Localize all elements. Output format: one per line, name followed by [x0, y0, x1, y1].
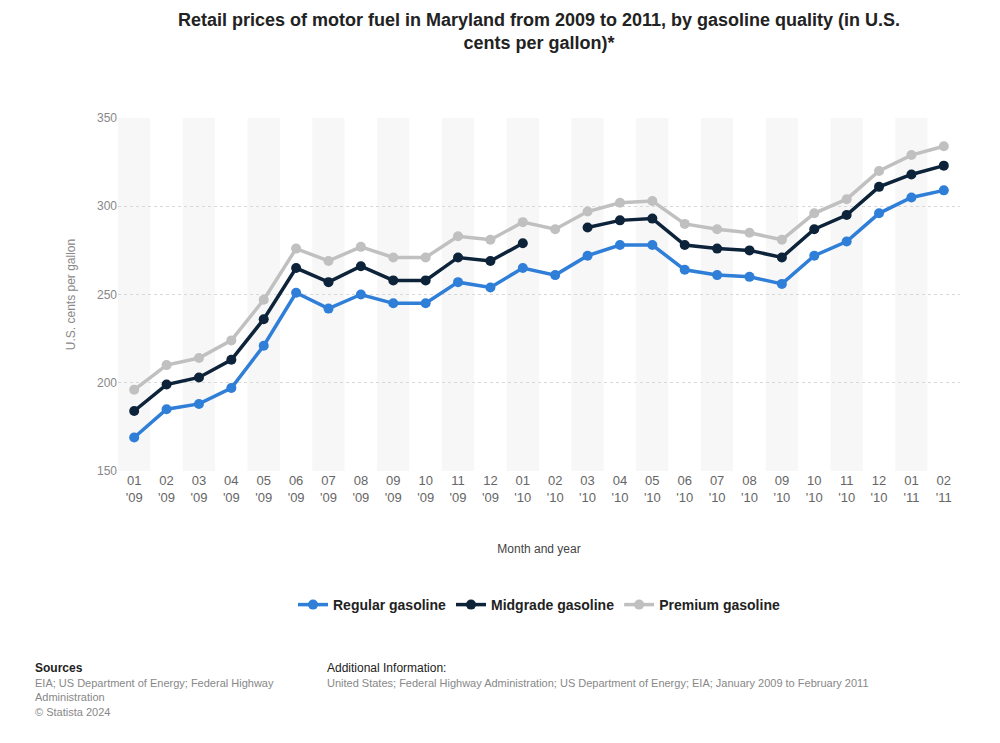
svg-text:11'09: 11'09: [450, 473, 467, 505]
svg-text:07'09: 07'09: [320, 473, 337, 505]
svg-text:Retail prices of motor fuel in: Retail prices of motor fuel in Maryland …: [178, 10, 900, 53]
svg-text:02'11: 02'11: [936, 473, 952, 505]
svg-text:Midgrade gasoline: Midgrade gasoline: [491, 597, 614, 613]
svg-text:11'10: 11'10: [838, 473, 855, 505]
svg-text:03'10: 03'10: [579, 473, 596, 505]
svg-text:EIA; US Department of Energy;: EIA; US Department of Energy; Federal Hi…: [35, 677, 274, 703]
svg-text:02'10: 02'10: [547, 473, 564, 505]
svg-text:09'10: 09'10: [773, 473, 790, 505]
svg-text:200: 200: [97, 376, 117, 390]
svg-text:© Statista 2024: © Statista 2024: [35, 706, 110, 718]
svg-text:06'09: 06'09: [288, 473, 305, 505]
svg-text:06'10: 06'10: [676, 473, 693, 505]
svg-text:05'09: 05'09: [255, 473, 272, 505]
svg-text:02'09: 02'09: [158, 473, 175, 505]
svg-text:08'09: 08'09: [352, 473, 369, 505]
svg-text:12'09: 12'09: [482, 473, 499, 505]
svg-text:Sources: Sources: [35, 661, 83, 675]
svg-text:250: 250: [97, 288, 117, 302]
svg-text:Month and year: Month and year: [497, 542, 580, 556]
svg-text:01'09: 01'09: [126, 473, 143, 505]
svg-text:Regular gasoline: Regular gasoline: [333, 597, 446, 613]
svg-text:Premium gasoline: Premium gasoline: [659, 597, 780, 613]
svg-text:05'10: 05'10: [644, 473, 661, 505]
svg-text:07'10: 07'10: [709, 473, 726, 505]
svg-text:150: 150: [97, 464, 117, 478]
svg-text:04'10: 04'10: [611, 473, 628, 505]
svg-text:04'09: 04'09: [223, 473, 240, 505]
svg-text:09'09: 09'09: [385, 473, 402, 505]
svg-text:U.S. cents per gallon: U.S. cents per gallon: [64, 239, 78, 350]
svg-text:350: 350: [97, 111, 117, 125]
svg-text:10'09: 10'09: [417, 473, 434, 505]
svg-text:300: 300: [97, 199, 117, 213]
svg-text:Additional Information:: Additional Information:: [327, 661, 446, 675]
svg-text:United States; Federal Highway: United States; Federal Highway Administr…: [327, 677, 869, 689]
svg-text:10'10: 10'10: [806, 473, 823, 505]
svg-text:03'09: 03'09: [190, 473, 207, 505]
svg-text:08'10: 08'10: [741, 473, 758, 505]
svg-text:01'10: 01'10: [514, 473, 531, 505]
svg-text:12'10: 12'10: [871, 473, 888, 505]
svg-text:01'11: 01'11: [903, 473, 919, 505]
